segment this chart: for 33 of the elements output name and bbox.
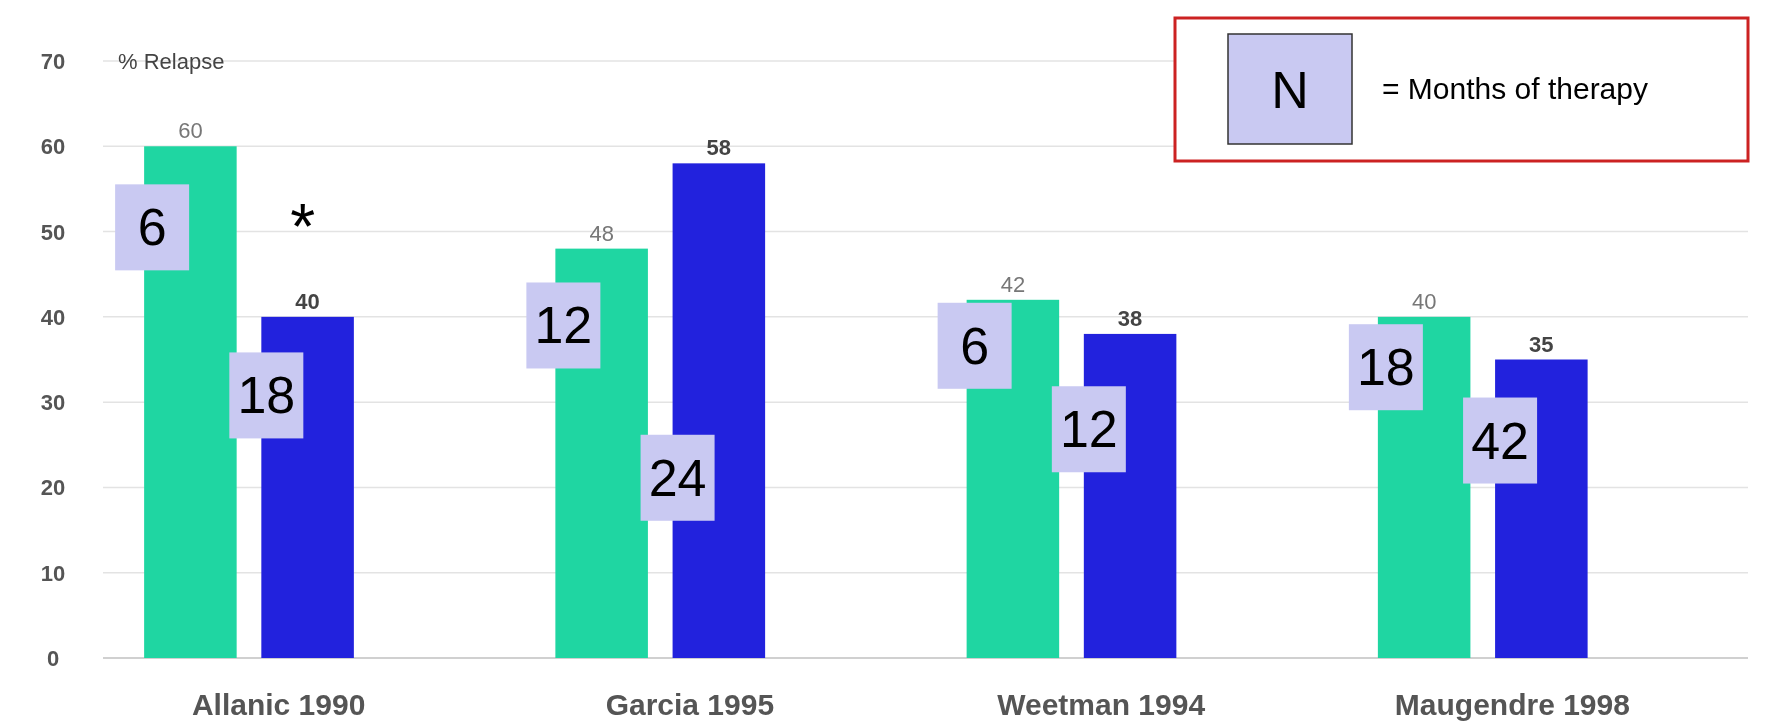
y-axis-title: % Relapse (118, 49, 225, 74)
annotation: 6 (960, 316, 990, 375)
y-tick-label: 50 (40, 219, 66, 245)
annotation: * (290, 191, 316, 264)
y-tick-label: 70 (40, 49, 66, 74)
data-label: 40 (1411, 288, 1437, 314)
x-tick-label: Garcia 1995 (605, 688, 775, 721)
annotation: N (1271, 61, 1309, 119)
data-label: 48 (589, 220, 614, 246)
data-label: 38 (1117, 305, 1143, 331)
x-tick-label: Allanic 1990 (191, 688, 366, 721)
legend-note-box: N = Months of therapy (1173, 16, 1750, 163)
annotation: 12 (1059, 400, 1118, 459)
annotation: 6 (137, 198, 167, 257)
y-tick-label: 20 (40, 475, 66, 501)
annotation: 18 (1356, 338, 1415, 397)
data-label: 35 (1529, 331, 1554, 357)
x-tick-label: Weetman 1994 (997, 688, 1206, 721)
annotation: = Months of therapy (1382, 72, 1648, 105)
data-label: 58 (706, 135, 732, 161)
annotation: 12 (534, 296, 593, 355)
y-tick-label: 10 (40, 560, 66, 586)
annotation: 42 (1471, 411, 1529, 470)
data-label: 60 (178, 118, 203, 144)
y-tick-label: 30 (40, 390, 66, 416)
data-label: 42 (1000, 271, 1026, 297)
data-label: 40 (295, 288, 320, 314)
x-tick-label: Maugendre 1998 (1394, 688, 1630, 721)
y-tick-label: 0 (46, 646, 60, 671)
annotation: 18 (237, 366, 296, 425)
annotation: 24 (648, 448, 707, 507)
y-tick-label: 40 (40, 304, 66, 330)
y-tick-label: 60 (40, 134, 66, 160)
